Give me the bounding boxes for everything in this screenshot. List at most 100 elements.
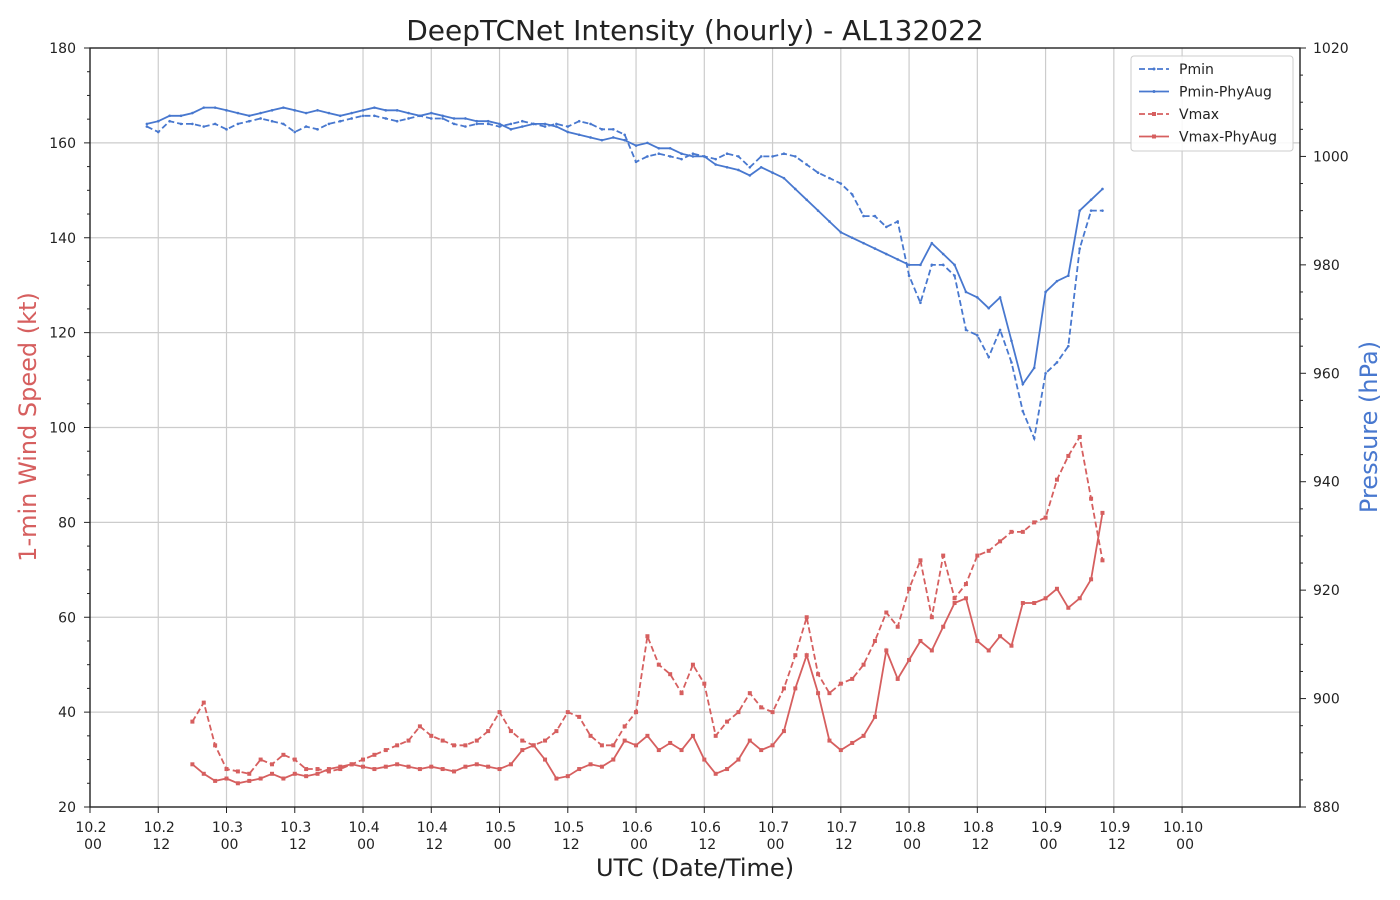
data-point [191, 111, 194, 115]
data-point [1032, 437, 1036, 440]
data-point [224, 767, 229, 772]
data-point [316, 128, 319, 131]
data-point [770, 710, 775, 715]
data-point [680, 157, 683, 161]
axes: 10.20010.21210.30010.31210.40010.41210.5… [49, 41, 1348, 853]
x-tick-label-hour: 00 [221, 837, 239, 853]
data-point [839, 182, 843, 185]
data-point [793, 653, 798, 658]
x-tick-label-date: 10.3 [280, 820, 311, 836]
y-left-tick-label: 140 [49, 231, 76, 247]
data-point [429, 764, 434, 769]
data-point [941, 263, 945, 267]
data-point [441, 114, 444, 118]
legend-label: Pmin-PhyAug [1179, 85, 1272, 101]
data-point [589, 122, 592, 126]
series-pmin [145, 114, 1104, 442]
data-point [270, 762, 275, 767]
data-point [1089, 198, 1093, 202]
data-point [179, 122, 183, 126]
data-point [873, 247, 877, 250]
data-point [327, 122, 331, 126]
data-point [1055, 361, 1059, 364]
data-point [1066, 605, 1071, 610]
data-point [577, 119, 581, 123]
data-point [816, 672, 821, 677]
data-point [1077, 434, 1082, 439]
data-point [976, 296, 979, 299]
data-point [668, 672, 673, 677]
data-point [554, 776, 559, 781]
data-point [259, 111, 262, 115]
y-left-tick-label: 120 [49, 326, 76, 342]
legend-label: Pmin [1179, 62, 1214, 78]
data-point [907, 263, 911, 267]
data-point [725, 152, 729, 156]
data-point [703, 155, 706, 158]
data-point [201, 771, 206, 776]
data-point [395, 743, 400, 748]
x-tick-label-date: 10.2 [144, 820, 175, 836]
data-point [383, 748, 388, 753]
data-point [952, 596, 957, 601]
data-point [998, 328, 1002, 332]
data-point [872, 638, 877, 643]
data-point [543, 122, 547, 126]
data-point [304, 125, 308, 128]
data-point [805, 163, 808, 166]
data-point [781, 686, 786, 691]
data-point [747, 691, 752, 696]
data-point [838, 681, 843, 686]
data-point [907, 274, 911, 278]
data-point [1032, 601, 1037, 606]
data-point [372, 752, 377, 757]
data-point [350, 117, 353, 120]
data-point [225, 128, 228, 131]
data-point [270, 771, 275, 776]
data-point [588, 762, 593, 767]
data-point [213, 778, 218, 783]
data-point [589, 136, 592, 139]
data-point [235, 769, 240, 774]
x-tick-label-hour: 12 [562, 837, 580, 853]
y-left-tick-label: 20 [58, 800, 76, 816]
data-point [418, 114, 422, 118]
data-point [953, 263, 956, 267]
data-point [623, 138, 626, 142]
x-tick-label-hour: 00 [1040, 837, 1058, 853]
data-point [191, 122, 194, 126]
x-tick-label-date: 10.5 [485, 820, 516, 836]
data-point [850, 193, 854, 196]
data-point [690, 662, 695, 667]
y-left-tick-label: 160 [49, 136, 76, 152]
data-point [634, 144, 638, 147]
data-point [998, 634, 1003, 639]
x-tick-label-hour: 00 [1176, 837, 1194, 853]
data-point [474, 762, 479, 767]
data-point [861, 733, 866, 738]
data-point [326, 769, 331, 774]
data-point [622, 724, 627, 729]
data-point [440, 767, 445, 772]
data-point [395, 109, 399, 112]
data-point [1100, 510, 1105, 515]
data-point [190, 719, 195, 724]
data-point [827, 691, 832, 696]
data-point [713, 733, 718, 738]
data-point [1054, 586, 1059, 591]
data-point [1067, 344, 1070, 348]
data-point [702, 681, 707, 686]
data-point [827, 738, 832, 743]
data-point [941, 624, 946, 629]
data-point [679, 748, 684, 753]
y-right-tick-label: 1020 [1313, 41, 1349, 57]
data-point [896, 220, 899, 223]
plot-frame [89, 47, 1301, 808]
data-point [600, 128, 604, 131]
y-right-tick-label: 940 [1313, 475, 1340, 491]
legend-swatch-marker [1152, 134, 1156, 139]
data-point [599, 743, 604, 748]
data-point [907, 586, 912, 591]
data-point [406, 764, 411, 769]
data-point [338, 119, 342, 123]
